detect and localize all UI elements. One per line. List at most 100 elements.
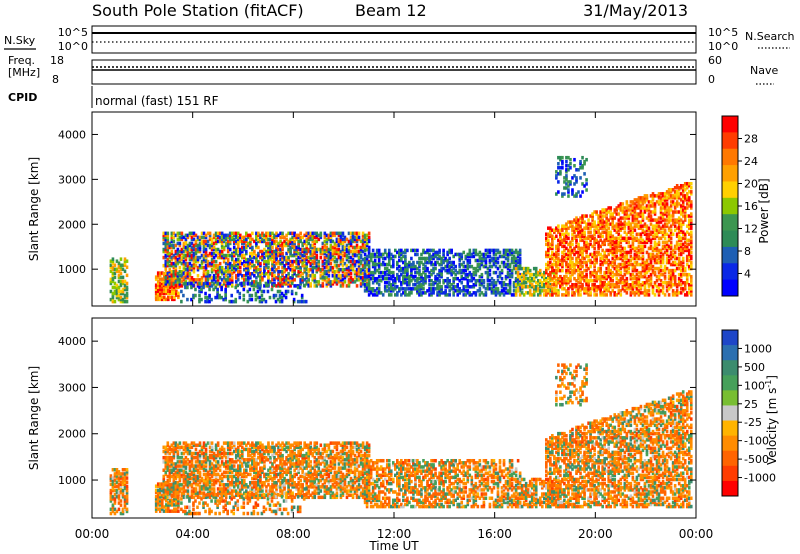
heatmap-cell [317, 237, 321, 242]
heatmap-cell [186, 233, 190, 238]
heatmap-cell [357, 255, 361, 260]
heatmap-cell [677, 238, 681, 243]
heatmap-cell [111, 299, 115, 304]
heatmap-cell [585, 287, 588, 291]
heatmap-cell [177, 291, 180, 296]
heatmap-cell [645, 228, 649, 232]
heatmap-cell [170, 243, 174, 248]
heatmap-cell [518, 258, 522, 263]
heatmap-cell [176, 278, 180, 282]
heatmap-cell [355, 269, 359, 274]
heatmap-cell [665, 242, 669, 247]
heatmap-cell [305, 247, 309, 252]
heatmap-cell [482, 280, 486, 285]
heatmap-cell [623, 280, 627, 285]
heatmap-cell [635, 287, 639, 291]
heatmap-cell [667, 274, 671, 279]
heatmap-cell [599, 244, 602, 249]
heatmap-cell [671, 220, 675, 224]
heatmap-cell [675, 244, 679, 249]
heatmap-cell [289, 284, 292, 288]
heatmap-cell [192, 263, 196, 268]
heatmap-cell [188, 233, 192, 238]
heatmap-cell [206, 276, 210, 280]
heatmap-cell [657, 293, 661, 297]
heatmap-cell [557, 278, 560, 283]
heatmap-cell [345, 255, 349, 260]
heatmap-cell [341, 274, 345, 278]
heatmap-cell [315, 253, 319, 258]
heatmap-cell [117, 287, 121, 292]
heatmap-cell [160, 281, 164, 285]
heatmap-cell [240, 261, 244, 266]
heatmap-cell [450, 287, 453, 291]
heatmap-cell [649, 218, 653, 222]
heatmap-cell [224, 255, 228, 260]
heatmap-cell [663, 228, 667, 232]
heatmap-cell [406, 270, 409, 275]
heatmap-cell [275, 284, 278, 288]
heatmap-cell [514, 250, 518, 255]
heatmap-cell [605, 220, 608, 224]
heatmap-cell [651, 287, 655, 291]
heatmap-cell [464, 293, 468, 297]
heatmap-cell [625, 216, 629, 220]
heatmap-cell [675, 256, 679, 261]
heatmap-cell [301, 235, 304, 240]
heatmap-cell [635, 283, 639, 287]
heatmap-cell [162, 241, 166, 246]
heatmap-cell [663, 244, 667, 249]
heatmap-cell [565, 274, 568, 279]
heatmap-cell [569, 244, 572, 249]
heatmap-cell [494, 256, 498, 261]
heatmap-cell [210, 239, 214, 244]
heatmap-cell [243, 247, 246, 252]
heatmap-cell [263, 261, 266, 266]
heatmap-cell [194, 243, 198, 248]
heatmap-cell [333, 269, 337, 274]
heatmap-cell [267, 247, 270, 252]
heatmap-cell [609, 242, 613, 247]
heatmap-cell [659, 283, 663, 287]
heatmap-cell [599, 258, 602, 263]
heatmap-cell [216, 274, 220, 278]
heatmap-cell [408, 280, 411, 285]
heatmap-cell [569, 250, 572, 255]
heatmap-cell [689, 242, 693, 247]
heatmap-cell [424, 266, 427, 271]
heatmap-cell [319, 251, 323, 256]
heatmap-cell [202, 265, 206, 270]
heatmap-cell [661, 260, 665, 265]
heatmap-cell [260, 293, 264, 298]
heatmap-cell [363, 239, 367, 244]
heatmap-cell [347, 272, 351, 276]
heatmap-cell [530, 276, 534, 281]
heatmap-cell [613, 208, 617, 212]
heatmap-cell [357, 245, 361, 250]
heatmap-cell [313, 235, 317, 240]
heatmap-cell [671, 214, 675, 218]
heatmap-cell [267, 243, 270, 248]
heatmap-cell [210, 241, 214, 246]
heatmap-cell [504, 250, 508, 255]
heatmap-cell [643, 280, 647, 285]
heatmap-cell [587, 218, 590, 222]
heatmap-cell [549, 287, 552, 291]
heatmap-cell [545, 270, 548, 275]
heatmap-cell [291, 274, 294, 278]
heatmap-cell [297, 274, 300, 278]
heatmap-cell [498, 254, 502, 259]
heatmap-cell [577, 264, 580, 269]
heatmap-cell [667, 188, 671, 192]
heatmap-cell [538, 270, 542, 275]
heatmap-cell [162, 272, 166, 276]
heatmap-cell [476, 289, 480, 293]
heatmap-cell [675, 196, 679, 200]
heatmap-cell [162, 285, 166, 289]
heatmap-cell [265, 233, 268, 238]
heatmap-cell [305, 282, 309, 286]
heatmap-cell [297, 261, 300, 266]
heatmap-cell [208, 237, 212, 242]
heatmap-cell [667, 258, 671, 263]
heatmap-cell [172, 272, 176, 276]
